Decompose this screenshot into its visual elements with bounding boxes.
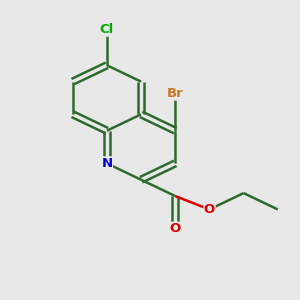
Text: O: O	[169, 222, 181, 235]
Text: N: N	[101, 157, 112, 170]
Text: O: O	[204, 203, 215, 216]
Text: Cl: Cl	[100, 23, 114, 36]
Text: Br: Br	[167, 87, 184, 100]
